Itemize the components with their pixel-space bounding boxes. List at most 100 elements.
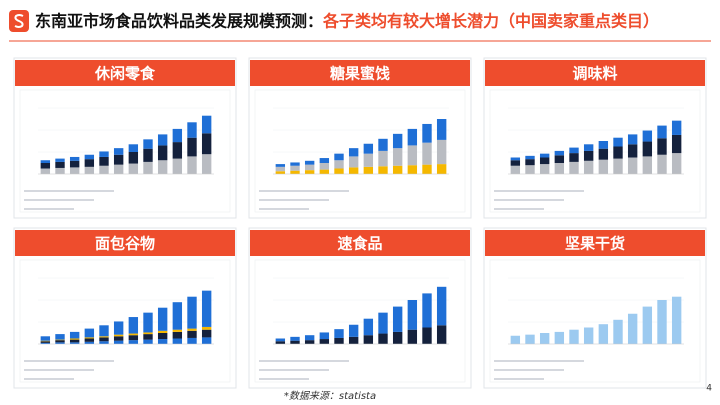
bar-segment [187, 122, 197, 138]
bar-segment [99, 341, 109, 344]
bar-segment [436, 286, 447, 326]
bar-segment [304, 164, 315, 171]
bar-segment [99, 336, 109, 338]
bar-segment [304, 335, 315, 341]
footnote-placeholder [24, 360, 114, 362]
bar-segment [304, 340, 315, 344]
bar-segment [671, 153, 682, 174]
bar-segment [157, 330, 168, 333]
bar-segment [128, 333, 139, 336]
bar-segment [319, 332, 330, 340]
bar-segment [657, 125, 667, 139]
panel-title: 坚果干货 [565, 235, 625, 253]
bar-segment [290, 340, 300, 344]
bar-segment [275, 341, 286, 344]
bar-segment [84, 154, 95, 160]
bar-segment [539, 333, 550, 344]
bar-segment [187, 330, 197, 338]
footnote-placeholder [494, 199, 564, 201]
bar-segment [392, 306, 403, 332]
bar-segment [363, 153, 374, 167]
bar-segment [113, 336, 124, 341]
bar-segment [157, 160, 168, 174]
panel-header [250, 60, 470, 86]
bar-segment [143, 334, 153, 340]
bar-segment [348, 156, 359, 168]
bar-segment [40, 340, 51, 342]
bar-segment [201, 326, 212, 330]
bar-segment [642, 141, 653, 157]
chart-card [254, 89, 466, 213]
bar-segment [554, 163, 565, 174]
footnote-placeholder [494, 208, 544, 210]
bar-segment [55, 340, 65, 343]
chart-card [19, 89, 231, 213]
bar-segment [99, 325, 109, 337]
bar-segment [55, 334, 65, 340]
bar-segment [40, 160, 51, 163]
bar-segment [201, 154, 212, 174]
panel-title: 糖果蜜饯 [330, 65, 390, 83]
bar-segment [378, 150, 388, 167]
bar-segment [99, 337, 109, 342]
footnote-placeholder [259, 360, 349, 362]
bar-segment [113, 164, 124, 174]
bar-segment [348, 324, 359, 337]
bar-segment [627, 313, 638, 344]
bar-segment [113, 321, 124, 335]
bar-segment [642, 306, 653, 344]
bar-segment [319, 158, 330, 163]
bar-segment [554, 150, 565, 156]
bar-segment [187, 137, 197, 157]
bar-segment [187, 337, 197, 344]
bar-segment [627, 157, 638, 174]
bar-segment [378, 138, 388, 151]
bar-segment [422, 164, 432, 174]
bar-segment [84, 337, 95, 339]
bar-segment [128, 163, 139, 174]
chart-card [254, 259, 466, 383]
bar-segment [172, 338, 183, 344]
bar-segment [40, 341, 51, 343]
bar-segment [69, 156, 80, 161]
bar-segment [671, 134, 682, 154]
bar-segment [201, 290, 212, 327]
bar-segment [378, 166, 388, 174]
source-note: *数据来源：statista [284, 390, 376, 402]
bar-segment [304, 170, 315, 174]
page-number: 4 [706, 384, 712, 394]
bar-segment [143, 312, 153, 333]
bar-segment [583, 150, 594, 161]
panel-title: 休闲零食 [94, 65, 156, 83]
bar-segment [69, 342, 80, 344]
bar-segment [583, 160, 594, 174]
bar-segment [569, 153, 579, 162]
bar-segment [128, 317, 139, 334]
bar-segment [348, 148, 359, 157]
bar-segment [187, 296, 197, 329]
bar-segment [422, 142, 432, 165]
footnote-placeholder [494, 360, 584, 362]
footnote-placeholder [494, 190, 584, 192]
bar-segment [378, 333, 388, 344]
title-highlight: 各子类均有较大增长潜力（中国卖家重点类目） [322, 12, 659, 31]
bar-segment [436, 164, 447, 174]
bar-segment [569, 147, 579, 154]
bar-segment [569, 329, 579, 344]
bar-segment [422, 327, 432, 344]
bar-segment [143, 332, 153, 335]
footnote-placeholder [494, 369, 564, 371]
bar-segment [319, 339, 330, 344]
bar-segment [539, 157, 550, 165]
bar-segment [201, 133, 212, 155]
bar-segment [84, 338, 95, 342]
bar-segment [319, 169, 330, 174]
bar-segment [583, 144, 594, 151]
bar-segment [363, 143, 374, 154]
bar-segment [290, 162, 300, 166]
bar-segment [290, 170, 300, 174]
bar-segment [172, 329, 183, 332]
bar-segment [84, 341, 95, 344]
bar-segment [172, 158, 183, 174]
bar-segment [378, 312, 388, 334]
